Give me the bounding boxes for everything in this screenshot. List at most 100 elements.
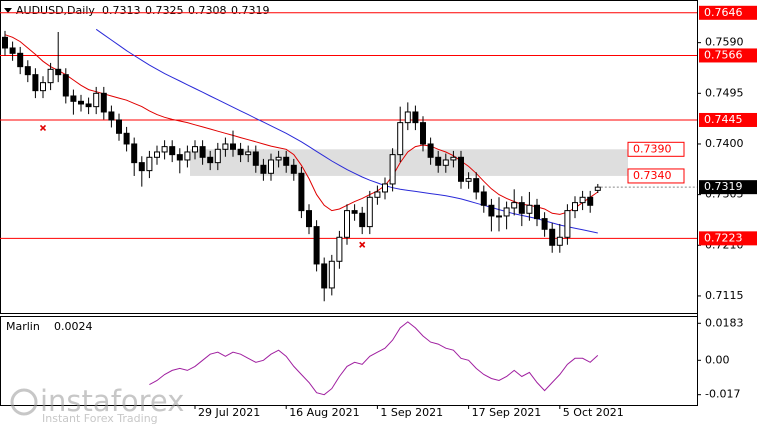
candle-body <box>70 95 77 102</box>
watermark-logo <box>10 388 38 416</box>
candle-body <box>192 146 198 153</box>
candle-body <box>488 204 495 217</box>
candle-body <box>412 111 419 124</box>
candle-body <box>420 122 426 145</box>
current-price-label: 0.7319 <box>704 180 743 193</box>
candle-body <box>549 228 556 246</box>
candle-body <box>245 151 252 156</box>
candle-body <box>397 122 404 156</box>
level-label-box <box>699 5 757 20</box>
header: AUDUSD,Daily 0.7313 0.7325 0.7308 0.7319 <box>16 4 270 17</box>
candle-body <box>587 196 594 206</box>
level-label-box <box>699 231 757 246</box>
candle-body <box>306 210 312 228</box>
candle-body <box>351 210 358 214</box>
watermark-subtitle: Instant Forex Trading <box>42 412 158 425</box>
candle-body <box>465 178 472 182</box>
candle-body <box>427 143 434 158</box>
candle-body <box>579 196 586 204</box>
candle-body <box>9 47 16 54</box>
candle-body <box>176 154 183 161</box>
candle-body <box>298 172 305 212</box>
candle-body <box>534 204 540 220</box>
osc-tick-label: -0.017 <box>705 388 740 401</box>
x-tick-label: 1 Sep 2021 <box>380 406 443 419</box>
oscillator-name: Marlin <box>6 320 40 333</box>
open-value: 0.7313 <box>102 4 141 17</box>
level-label: 0.7223 <box>704 231 743 244</box>
close-value: 0.7319 <box>231 4 270 17</box>
candle-body <box>260 164 267 174</box>
candle-body <box>199 146 206 158</box>
candle-body <box>336 236 343 262</box>
cross-marker <box>359 241 366 248</box>
current-price-box <box>699 180 757 195</box>
candle-body <box>344 210 350 238</box>
zone-label: 0.7390 <box>633 142 672 155</box>
candle-body <box>382 183 388 193</box>
symbol: AUDUSD,Daily <box>16 4 95 17</box>
oscillator-line <box>149 321 599 396</box>
y-tick-label: 0.7115 <box>705 289 744 302</box>
candle-body <box>24 66 31 76</box>
candle-body <box>214 148 221 164</box>
candle-body <box>222 143 229 150</box>
candle-body <box>389 154 396 185</box>
candle-body <box>154 151 160 158</box>
candle-body <box>2 36 8 49</box>
candle-body <box>47 68 54 84</box>
candle-body <box>146 156 153 172</box>
candle-body <box>184 151 191 161</box>
candle-body <box>435 156 442 166</box>
candle-body <box>85 103 92 108</box>
level-label: 0.7566 <box>704 48 743 61</box>
candle-body <box>473 178 480 193</box>
level-label-box <box>699 112 757 127</box>
cross-marker <box>39 124 47 132</box>
level-label: 0.7445 <box>704 113 743 126</box>
candle-body <box>321 263 328 289</box>
level-label: 0.7646 <box>704 6 743 19</box>
candle-body <box>450 156 457 161</box>
candle-body <box>541 218 548 230</box>
candle-body <box>131 143 138 164</box>
candle-body <box>283 156 290 166</box>
candle-body <box>313 226 320 265</box>
osc-tick-label: 0.0183 <box>705 316 744 329</box>
candle-body <box>526 204 533 214</box>
candle-body <box>458 156 464 182</box>
x-tick-label: 29 Jul 2021 <box>198 406 260 419</box>
watermark: instaforex Instant Forex Trading <box>10 384 184 425</box>
candle-body <box>404 111 411 124</box>
watermark-title: instaforex <box>40 384 184 418</box>
candle-body <box>511 202 518 209</box>
y-tick-label: 0.7495 <box>705 86 744 99</box>
x-tick-label: 16 Aug 2021 <box>289 406 359 419</box>
candle-body <box>55 68 62 76</box>
y-tick-label: 0.7400 <box>705 137 744 150</box>
candle-body <box>40 82 46 92</box>
candle-body <box>275 156 282 161</box>
candle-body <box>230 143 236 150</box>
candle-body <box>564 210 571 238</box>
candle-body <box>123 132 130 145</box>
candle-body <box>62 74 69 97</box>
low-value: 0.7308 <box>188 4 227 17</box>
candle-body <box>503 207 510 217</box>
candle-body <box>78 100 84 105</box>
candle-body <box>359 212 366 228</box>
candle-body <box>328 260 335 289</box>
oscillator-value: 0.0024 <box>54 320 93 333</box>
candle-body <box>237 148 244 156</box>
candle-body <box>138 162 145 172</box>
candle-body <box>556 236 563 246</box>
candle-body <box>290 164 297 174</box>
candle-body <box>366 196 373 228</box>
candle-body <box>169 146 176 156</box>
candle-body <box>252 151 259 166</box>
osc-tick-label: 0.00 <box>705 353 730 366</box>
zone-label: 0.7340 <box>633 169 672 182</box>
candle-body <box>93 92 100 108</box>
candle-body <box>108 111 115 121</box>
